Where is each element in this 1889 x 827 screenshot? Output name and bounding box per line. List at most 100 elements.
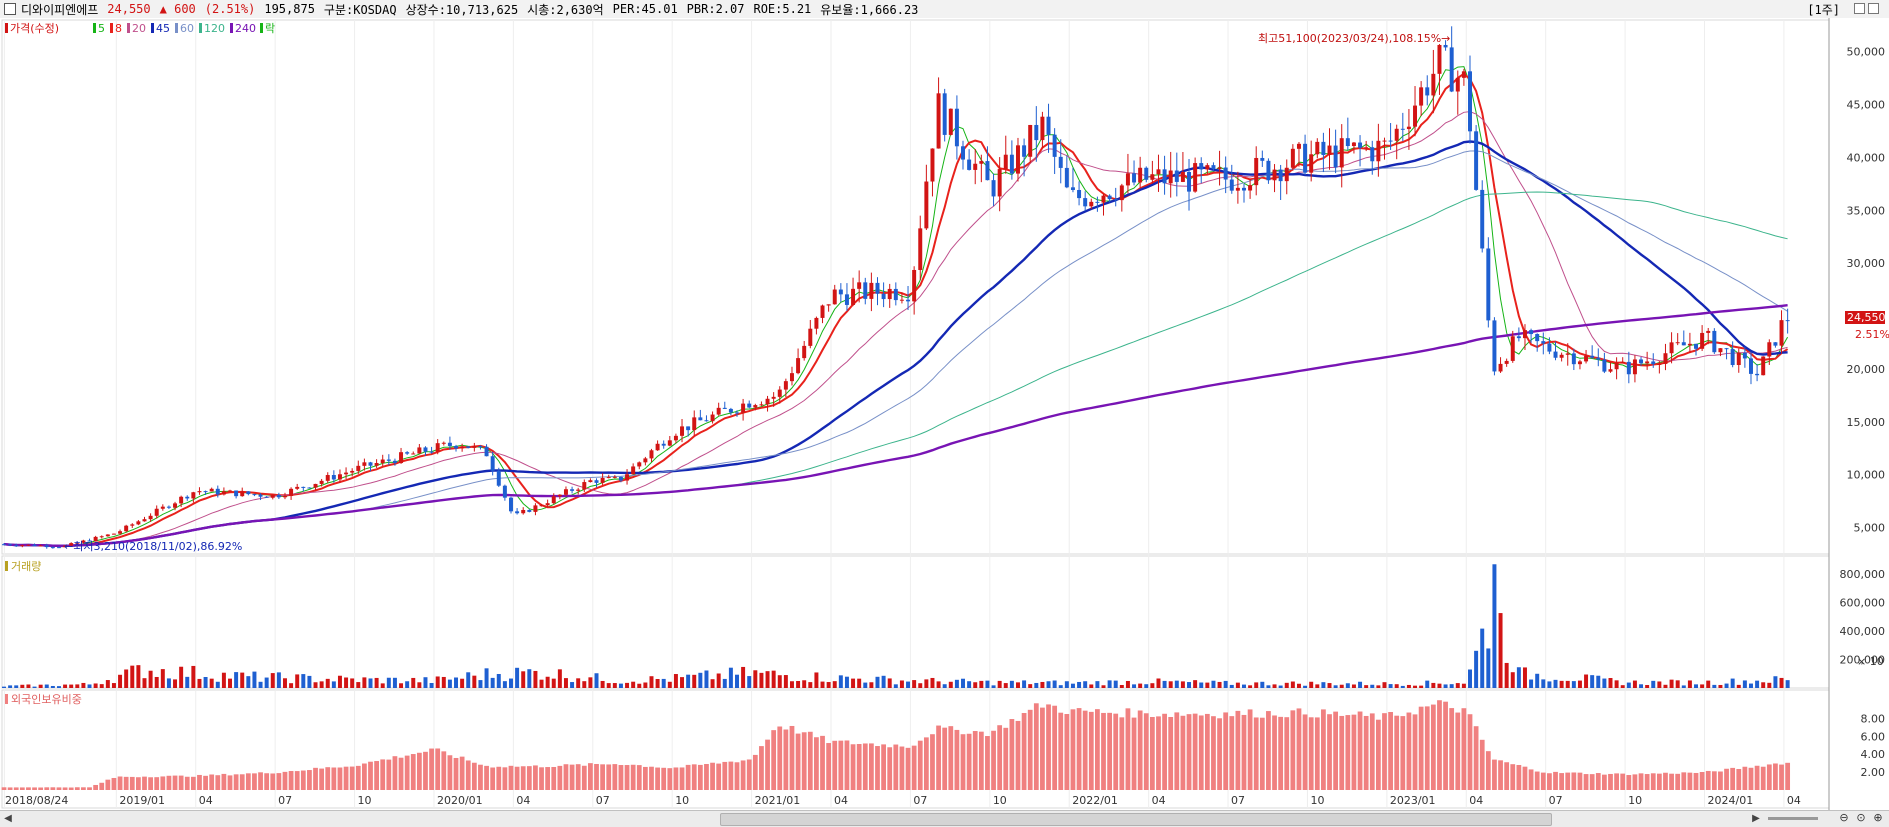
candle-body (1303, 143, 1308, 173)
foreign-bar (1308, 717, 1314, 790)
candle-body (1266, 160, 1271, 181)
foreign-bar (38, 787, 44, 790)
zoom-in-icon[interactable]: ⊕ (1873, 811, 1883, 824)
last-change-label: 2.51% (1855, 328, 1889, 341)
foreign-bar (801, 732, 807, 790)
candle-body (1748, 358, 1753, 374)
candle-body (673, 435, 678, 441)
foreign-bar (368, 761, 373, 790)
foreign-bar (1430, 704, 1436, 790)
volume-bar (1321, 682, 1326, 688)
volume-bar (826, 682, 831, 688)
restore-icon[interactable] (1854, 3, 1865, 14)
candle-body (1187, 172, 1192, 192)
candle-body (1309, 154, 1314, 173)
foreign-bar (1162, 713, 1167, 790)
candle-body (753, 405, 758, 408)
candle-body (56, 547, 61, 549)
maximize-icon[interactable] (1868, 3, 1879, 14)
volume-bar (313, 682, 318, 688)
select-checkbox[interactable] (4, 3, 16, 15)
volume-bar (1394, 684, 1399, 688)
scroll-bar[interactable]: ◀ ▶ ⊖ ⊙ ⊕ (0, 810, 1889, 827)
volume-bar (643, 682, 648, 688)
foreign-bar (887, 747, 893, 790)
volume-bar (282, 678, 287, 688)
candle-body (1095, 201, 1100, 203)
foreign-bar (56, 787, 62, 790)
foreign-bar (624, 765, 630, 790)
candle-body (179, 496, 184, 504)
reserve-ratio: 유보율:1,666.23 (820, 2, 919, 17)
candle-body (1217, 167, 1222, 169)
candle-body (1443, 44, 1448, 48)
foreign-bar (1382, 713, 1387, 790)
foreign-bar (1314, 717, 1320, 790)
volume-bar (1064, 681, 1069, 688)
candle-body (1327, 145, 1332, 156)
candle-body (1431, 73, 1436, 96)
candle-body (1070, 187, 1075, 190)
foreign-bar (1547, 773, 1552, 790)
candle-body (380, 459, 385, 464)
zoom-slider[interactable] (1768, 817, 1818, 820)
candle-body (1522, 330, 1527, 339)
foreign-bar (26, 787, 31, 790)
foreign-bar (1730, 767, 1736, 790)
scroll-right-icon[interactable]: ▶ (1752, 813, 1760, 824)
high-annotation: 최고51,100(2023/03/24),108.15%→ (1258, 32, 1450, 45)
volume-bar (142, 678, 147, 688)
foreign-bar (135, 777, 141, 790)
candle-body (447, 442, 452, 446)
candle-body (337, 474, 342, 480)
candle-body (1101, 195, 1106, 203)
foreign-bar (893, 744, 899, 790)
foreign-panel-label: 외국인보유비중 (11, 693, 82, 706)
volume-bar (991, 685, 996, 688)
volume-bar (1388, 684, 1393, 688)
volume-bar (374, 677, 379, 688)
volume-bar (44, 684, 49, 688)
candle-body (270, 494, 275, 498)
foreign-bar (1559, 773, 1565, 790)
candle-body (618, 476, 623, 481)
volume-bar (1498, 613, 1503, 688)
foreign-bar (1467, 714, 1473, 790)
volume-bar (350, 678, 355, 688)
foreign-bar (1412, 714, 1418, 790)
candle-body (545, 503, 550, 506)
foreign-bar (1266, 711, 1271, 790)
period-selector[interactable]: [1주] (1807, 3, 1840, 17)
candle-body (930, 148, 935, 182)
candle-body (1205, 165, 1210, 170)
candle-body (515, 511, 520, 514)
foreign-bar (142, 776, 147, 790)
volume-bar (75, 684, 80, 688)
foreign-bar (618, 765, 624, 790)
current-price: 24,550 (107, 2, 151, 16)
candle-body (295, 486, 300, 489)
zoom-out-icon[interactable]: ⊖ (1839, 811, 1849, 824)
volume-panel-label: 거래량 (11, 560, 41, 573)
volume-bar (1779, 677, 1784, 688)
foreign-bar (355, 765, 361, 790)
candle-body (1675, 342, 1680, 344)
candle-body (948, 108, 953, 135)
foreign-bar (398, 757, 404, 790)
candle-body (961, 146, 965, 160)
candle-body (1235, 187, 1240, 191)
candle-body (997, 169, 1002, 197)
foreign-bar (1437, 700, 1442, 790)
zoom-reset-icon[interactable]: ⊙ (1856, 811, 1866, 824)
stock-header: 디와이피엔에프 24,550 ▲ 600 (2.51%) 195,875 구분:… (0, 0, 1889, 19)
scroll-thumb[interactable] (720, 813, 1552, 826)
foreign-bar (966, 733, 972, 790)
foreign-bar (484, 765, 489, 790)
candle-body (484, 446, 489, 457)
candle-body (1565, 353, 1570, 355)
candle-body (1144, 167, 1149, 180)
scroll-left-icon[interactable]: ◀ (4, 813, 12, 824)
volume-bar (1669, 679, 1674, 688)
volume-bar (1785, 680, 1790, 688)
candle-body (631, 466, 636, 475)
